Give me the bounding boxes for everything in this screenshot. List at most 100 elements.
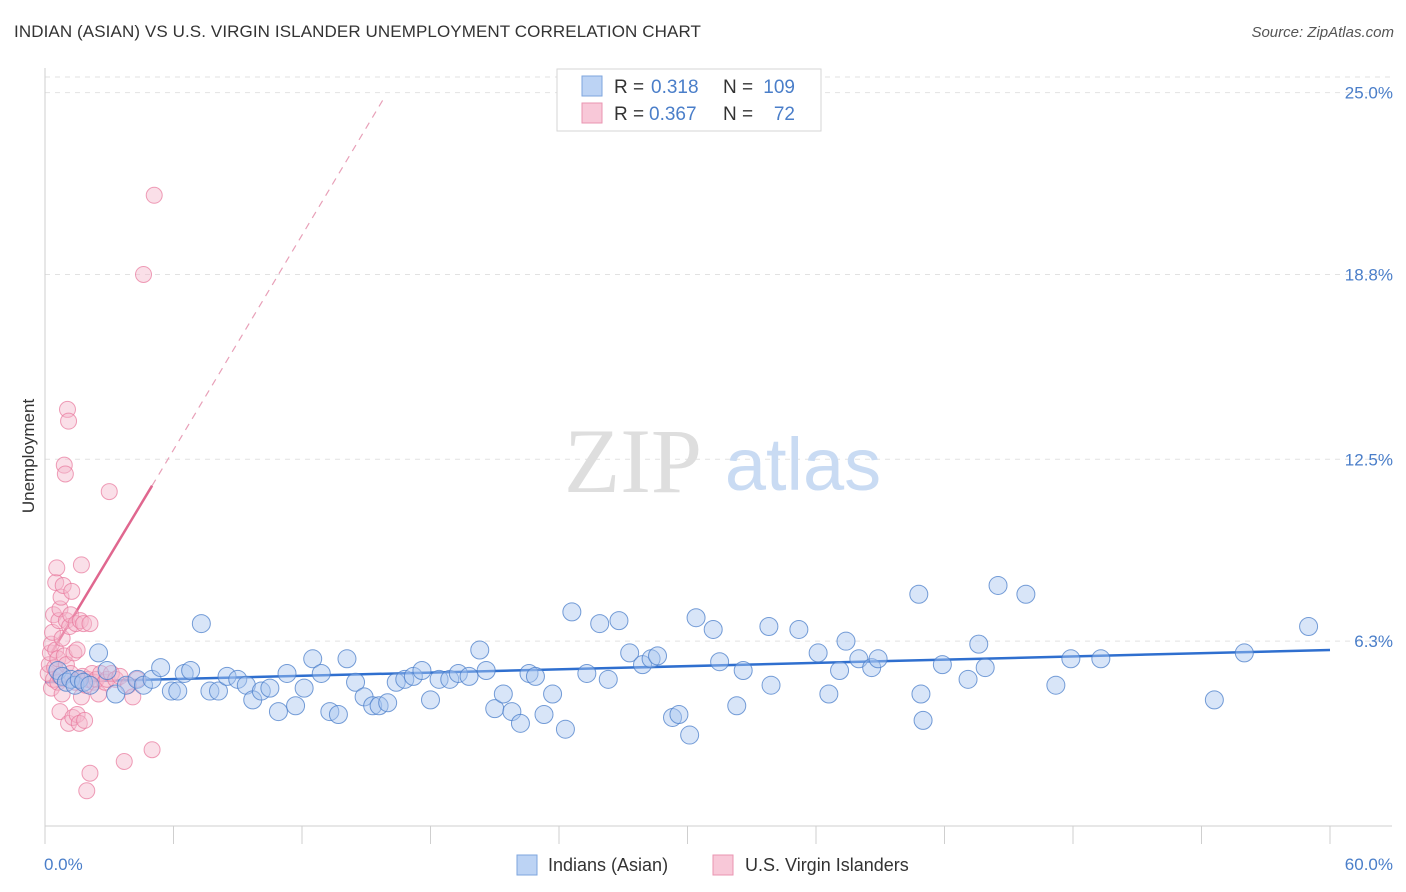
- correlation-legend: R = 0.318 N = 109 R = 0.367 N = 72: [556, 68, 822, 132]
- blue-point: [836, 631, 856, 651]
- bottom-legend-pink-label: U.S. Virgin Islanders: [745, 855, 909, 875]
- blue-point: [759, 617, 779, 637]
- blue-point: [97, 661, 117, 681]
- blue-point: [609, 611, 629, 631]
- pink-point: [115, 752, 133, 770]
- y-axis-label: Unemployment: [19, 399, 38, 514]
- blue-point: [217, 666, 237, 686]
- legend-pink-n-label: N =: [723, 104, 753, 125]
- watermark-atlas: atlas: [725, 423, 881, 506]
- legend-swatch-pink: [581, 102, 603, 124]
- x-tick-label: 60.0%: [1345, 855, 1393, 874]
- blue-point: [421, 690, 440, 710]
- y-tick-label: 25.0%: [1345, 84, 1393, 103]
- y-tick-label: 18.8%: [1345, 265, 1393, 284]
- blue-point: [911, 684, 931, 704]
- blue-point: [260, 678, 280, 698]
- blue-point: [1061, 649, 1081, 669]
- blue-point: [1299, 617, 1319, 637]
- blue-point: [161, 681, 181, 701]
- legend-pink-r-value: 0.367: [649, 104, 697, 125]
- blue-trend-line: [44, 648, 1331, 684]
- blue-point: [830, 661, 850, 681]
- blue-point: [620, 643, 640, 663]
- blue-point: [975, 658, 995, 678]
- grid-layer: [45, 76, 1392, 642]
- pink-point: [135, 265, 153, 283]
- blue-point: [590, 614, 610, 634]
- blue-point: [448, 663, 468, 683]
- blue-point: [909, 584, 929, 604]
- blue-point: [669, 705, 689, 725]
- legend-pink-r-label: R =: [614, 104, 644, 125]
- series-legend: Indians (Asian) U.S. Virgin Islanders: [516, 854, 909, 876]
- pink-point: [145, 186, 163, 204]
- blue-point: [534, 705, 554, 725]
- blue-point: [1091, 649, 1111, 669]
- blue-point: [1204, 690, 1224, 710]
- blue-point: [543, 684, 563, 704]
- blue-point: [555, 719, 575, 739]
- source-label: Source: ZipAtlas.com: [1251, 24, 1394, 41]
- bottom-legend-swatch-pink: [712, 854, 734, 876]
- blue-point: [493, 684, 513, 704]
- pink-point: [124, 688, 142, 706]
- blue-point: [525, 666, 545, 686]
- pink-point: [78, 782, 96, 800]
- blue-point: [311, 663, 331, 683]
- blue-point: [988, 575, 1008, 595]
- blue-point: [868, 649, 888, 669]
- blue-point: [191, 614, 211, 634]
- blue-point: [1046, 675, 1066, 695]
- blue-point: [181, 661, 201, 681]
- chart-title: INDIAN (ASIAN) VS U.S. VIRGIN ISLANDER U…: [14, 22, 702, 41]
- blue-point: [459, 666, 479, 686]
- pink-point: [96, 673, 114, 691]
- blue-point: [168, 681, 188, 701]
- pink-point: [48, 559, 66, 577]
- blue-point: [286, 696, 306, 716]
- blue-point: [294, 678, 314, 698]
- pink-point: [55, 456, 73, 474]
- pink-point: [68, 641, 86, 659]
- blue-point: [346, 672, 366, 692]
- series-us-virgin-islanders: [39, 186, 163, 800]
- pink-point: [81, 764, 99, 782]
- blue-point: [378, 693, 398, 713]
- legend-blue-n-label: N =: [723, 77, 753, 98]
- axes-layer: [44, 68, 1392, 844]
- y-tick-label: 12.5%: [1345, 450, 1393, 469]
- blue-point: [710, 652, 730, 672]
- blue-point: [337, 649, 357, 669]
- blue-point: [1016, 584, 1036, 604]
- blue-point: [577, 663, 597, 683]
- blue-point: [686, 608, 706, 628]
- blue-point: [598, 669, 618, 689]
- blue-point: [761, 675, 781, 695]
- blue-point: [303, 649, 323, 669]
- pink-point: [53, 685, 71, 703]
- blue-point: [958, 669, 978, 689]
- blue-point: [363, 696, 383, 716]
- blue-point: [151, 658, 171, 678]
- blue-point: [429, 669, 449, 689]
- blue-point: [789, 619, 809, 639]
- blue-point: [328, 705, 348, 725]
- pink-point: [143, 741, 161, 759]
- bottom-legend-blue-label: Indians (Asian): [548, 855, 668, 875]
- blue-point: [116, 675, 136, 695]
- blue-point: [80, 675, 100, 695]
- pink-point: [60, 412, 78, 430]
- blue-point: [470, 640, 490, 660]
- legend-blue-n-value: 109: [763, 77, 795, 98]
- pink-trend-extension: [151, 95, 387, 487]
- pink-point: [70, 714, 88, 732]
- watermark: ZIP atlas: [564, 410, 881, 512]
- tick-labels: 6.3% 12.5% 18.8% 25.0% 0.0% 60.0%: [44, 84, 1393, 874]
- pink-point: [100, 483, 118, 501]
- legend-blue-r-value: 0.318: [651, 77, 699, 98]
- pink-point: [72, 556, 90, 574]
- blue-point: [648, 646, 668, 666]
- pink-point: [81, 615, 99, 633]
